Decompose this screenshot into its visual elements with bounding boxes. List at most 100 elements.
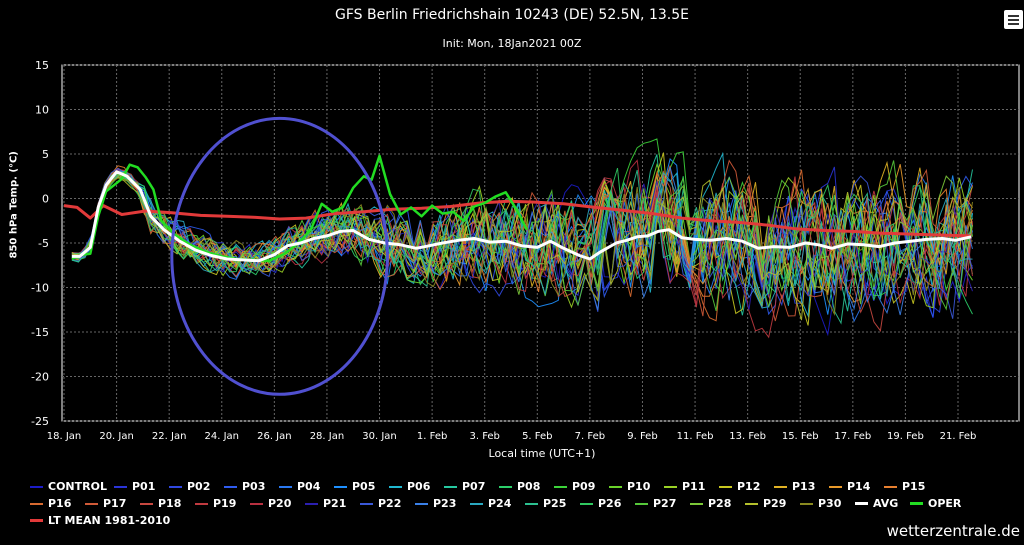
legend-label: P28 — [708, 497, 732, 510]
legend-swatch — [169, 485, 182, 488]
legend-label: P18 — [158, 497, 182, 510]
legend-label: OPER — [928, 497, 962, 510]
legend-label: P11 — [682, 480, 706, 493]
legend-item[interactable]: P12 — [719, 480, 774, 493]
y-tick-label: 15 — [35, 59, 49, 72]
x-tick-label: 20. Jan — [99, 431, 134, 442]
legend-item[interactable]: P26 — [580, 497, 635, 510]
legend-label: P29 — [763, 497, 787, 510]
x-tick-label: 30. Jan — [362, 431, 397, 442]
legend-swatch — [114, 485, 127, 488]
legend-swatch — [664, 485, 677, 488]
legend-item[interactable]: P03 — [224, 480, 279, 493]
legend-item[interactable]: CONTROL — [30, 480, 114, 493]
x-tick-label: 3. Feb — [469, 431, 499, 442]
legend-item[interactable]: P08 — [499, 480, 554, 493]
legend-label: P13 — [792, 480, 816, 493]
legend-row: P16 P17 P18 P19 P20 P21 P22 P23 P24 P25 P26 P27 P28 P… — [30, 495, 1020, 512]
legend-label: P14 — [847, 480, 871, 493]
legend-item[interactable]: P05 — [334, 480, 389, 493]
hamburger-icon[interactable] — [1004, 10, 1023, 29]
x-tick-label: 21. Feb — [940, 431, 977, 442]
x-tick-label: 9. Feb — [627, 431, 657, 442]
series-line-p23 — [71, 167, 973, 316]
chart-subtitle: Init: Mon, 18Jan2021 00Z — [442, 37, 582, 50]
legend-item[interactable]: P04 — [279, 480, 334, 493]
legend-item[interactable]: P14 — [829, 480, 884, 493]
legend-label: P26 — [598, 497, 622, 510]
legend-item[interactable]: P02 — [169, 480, 224, 493]
legend-swatch — [195, 502, 208, 505]
legend-row: CONTROL P01 P02 P03 P04 P05 P06 P07 P08 P09 P10 P11… — [30, 478, 1020, 495]
legend-swatch — [635, 502, 648, 505]
legend-swatch — [140, 502, 153, 505]
series-line-p30 — [71, 177, 973, 316]
x-tick-label: 19. Feb — [887, 431, 924, 442]
legend-item[interactable]: P17 — [85, 497, 140, 510]
annotation-ellipse — [170, 116, 389, 396]
legend-item[interactable]: P18 — [140, 497, 195, 510]
x-tick-label: 17. Feb — [834, 431, 871, 442]
legend-swatch — [719, 485, 732, 488]
legend-swatch — [360, 502, 373, 505]
legend-label: LT MEAN 1981-2010 — [48, 514, 171, 527]
y-tick-label: -10 — [31, 282, 49, 295]
legend-swatch — [415, 502, 428, 505]
legend-item[interactable]: P19 — [195, 497, 250, 510]
legend-label: P24 — [488, 497, 512, 510]
legend-swatch — [829, 485, 842, 488]
legend-item[interactable]: P21 — [305, 497, 360, 510]
legend-item[interactable]: LT MEAN 1981-2010 — [30, 514, 170, 527]
legend-item[interactable]: P24 — [470, 497, 525, 510]
legend-item[interactable]: P11 — [664, 480, 719, 493]
series-line-p26 — [71, 167, 973, 301]
legend-label: P04 — [297, 480, 321, 493]
y-tick-label: -15 — [31, 326, 49, 339]
legend-item[interactable]: P06 — [389, 480, 444, 493]
y-tick-label: -25 — [31, 415, 49, 428]
x-tick-label: 15. Feb — [782, 431, 819, 442]
legend-item[interactable]: P15 — [884, 480, 939, 493]
watermark: wetterzentrale.de — [886, 522, 1020, 540]
y-tick-label: 10 — [35, 104, 49, 117]
legend-label: P03 — [242, 480, 266, 493]
legend-label: P16 — [48, 497, 72, 510]
legend-swatch — [609, 485, 622, 488]
legend-item[interactable]: OPER — [910, 497, 965, 510]
legend-label: P17 — [103, 497, 127, 510]
x-tick-label: 13. Feb — [729, 431, 766, 442]
x-tick-label: 7. Feb — [575, 431, 605, 442]
legend-item[interactable]: P01 — [114, 480, 169, 493]
legend-label: P05 — [352, 480, 376, 493]
legend-swatch — [800, 502, 813, 505]
legend-swatch — [224, 485, 237, 488]
legend-label: P02 — [187, 480, 211, 493]
legend-swatch — [279, 485, 292, 488]
legend-label: P19 — [213, 497, 237, 510]
legend-swatch — [580, 502, 593, 505]
series-line-lt-mean — [63, 199, 972, 238]
legend-item[interactable]: AVG — [855, 497, 910, 510]
x-tick-label: 22. Jan — [152, 431, 187, 442]
x-tick-label: 28. Jan — [310, 431, 345, 442]
legend-item[interactable]: P13 — [774, 480, 829, 493]
legend-item[interactable]: P30 — [800, 497, 855, 510]
legend-item[interactable]: P16 — [30, 497, 85, 510]
legend-item[interactable]: P10 — [609, 480, 664, 493]
legend-item[interactable]: P28 — [690, 497, 745, 510]
legend-item[interactable]: P25 — [525, 497, 580, 510]
legend-item[interactable]: P22 — [360, 497, 415, 510]
legend-item[interactable]: P27 — [635, 497, 690, 510]
legend-label: P21 — [323, 497, 347, 510]
legend: CONTROL P01 P02 P03 P04 P05 P06 P07 P08 P09 P10 P11… — [30, 478, 1020, 529]
legend-item[interactable]: P23 — [415, 497, 470, 510]
x-tick-label: 26. Jan — [257, 431, 292, 442]
legend-item[interactable]: P29 — [745, 497, 800, 510]
legend-item[interactable]: P09 — [554, 480, 609, 493]
legend-swatch — [855, 502, 868, 505]
legend-swatch — [525, 502, 538, 505]
y-tick-label: -20 — [31, 371, 49, 384]
legend-item[interactable]: P20 — [250, 497, 305, 510]
legend-item[interactable]: P07 — [444, 480, 499, 493]
